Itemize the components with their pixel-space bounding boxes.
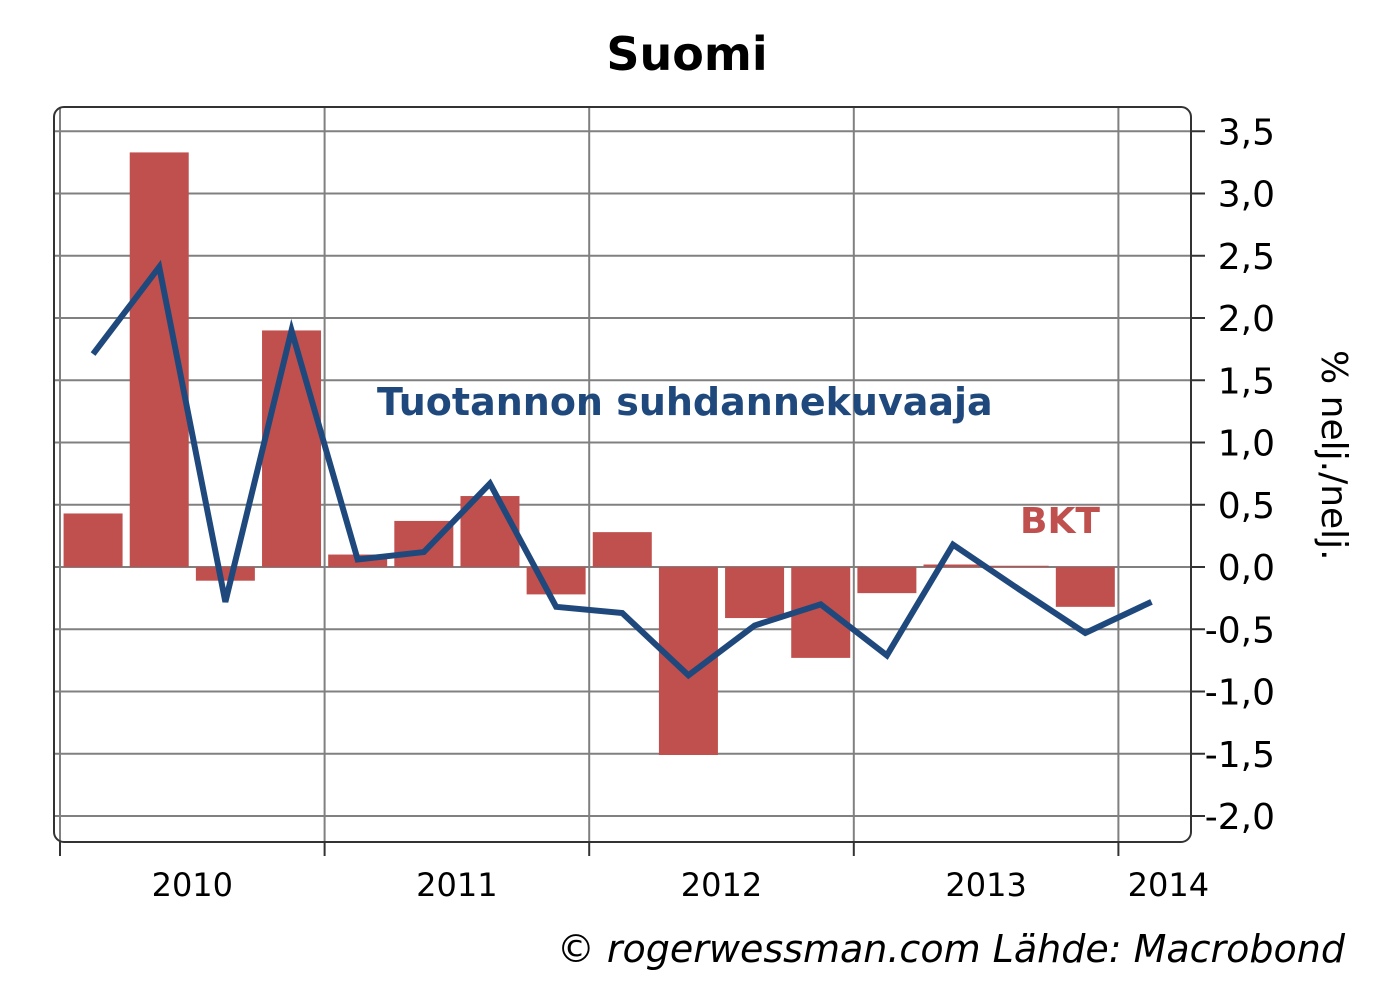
y-tick-label: 2,5 bbox=[1218, 237, 1275, 278]
bar-series-label: BKT bbox=[1020, 501, 1100, 542]
y-tick-label: -2,0 bbox=[1205, 797, 1275, 838]
plot-frame bbox=[53, 106, 1192, 843]
bar bbox=[195, 567, 255, 581]
x-axis: 2010 2011 2012 2013 2014 bbox=[59, 842, 1209, 904]
y-tick-label: -1,5 bbox=[1205, 735, 1275, 776]
chart-title: Suomi bbox=[606, 27, 767, 81]
y-tick-label: 0,5 bbox=[1218, 486, 1275, 527]
line-series bbox=[90, 259, 1153, 680]
bar bbox=[1055, 567, 1115, 607]
line-series-label: Tuotannon suhdannekuvaaja bbox=[377, 380, 993, 424]
x-tick-label: 2014 bbox=[1128, 866, 1209, 904]
y-tick-label: 1,5 bbox=[1218, 361, 1275, 402]
source-credit: © rogerwessman.com Lähde: Macrobond bbox=[557, 927, 1346, 971]
bar bbox=[989, 565, 1049, 567]
bar bbox=[857, 567, 917, 594]
bar bbox=[63, 513, 123, 567]
y-tick-label: 3,5 bbox=[1218, 112, 1275, 153]
y-axis: 3,5 3,0 2,5 2,0 1,5 1,0 0,5 0,0 -0,5 -1,0 -1,5 -2,0 bbox=[1191, 112, 1275, 838]
y-tick-label: 2,0 bbox=[1218, 299, 1275, 340]
bar bbox=[592, 532, 652, 567]
grid bbox=[54, 107, 1191, 842]
y-axis-label: % nelj./nelj. bbox=[1313, 350, 1354, 561]
x-tick-label: 2013 bbox=[945, 866, 1026, 904]
x-tick-label: 2011 bbox=[416, 866, 497, 904]
y-tick-label: 0,0 bbox=[1218, 548, 1275, 589]
y-tick-label: -1,0 bbox=[1205, 673, 1275, 714]
x-tick-label: 2010 bbox=[152, 866, 233, 904]
y-tick-label: 3,0 bbox=[1218, 175, 1275, 216]
bar bbox=[262, 330, 322, 567]
bar bbox=[923, 564, 983, 567]
line-path bbox=[90, 259, 1153, 680]
bar bbox=[725, 567, 785, 619]
y-tick-label: -0,5 bbox=[1205, 610, 1275, 651]
bars bbox=[63, 152, 1115, 755]
x-tick-label: 2012 bbox=[681, 866, 762, 904]
y-tick-label: 1,0 bbox=[1218, 424, 1275, 465]
